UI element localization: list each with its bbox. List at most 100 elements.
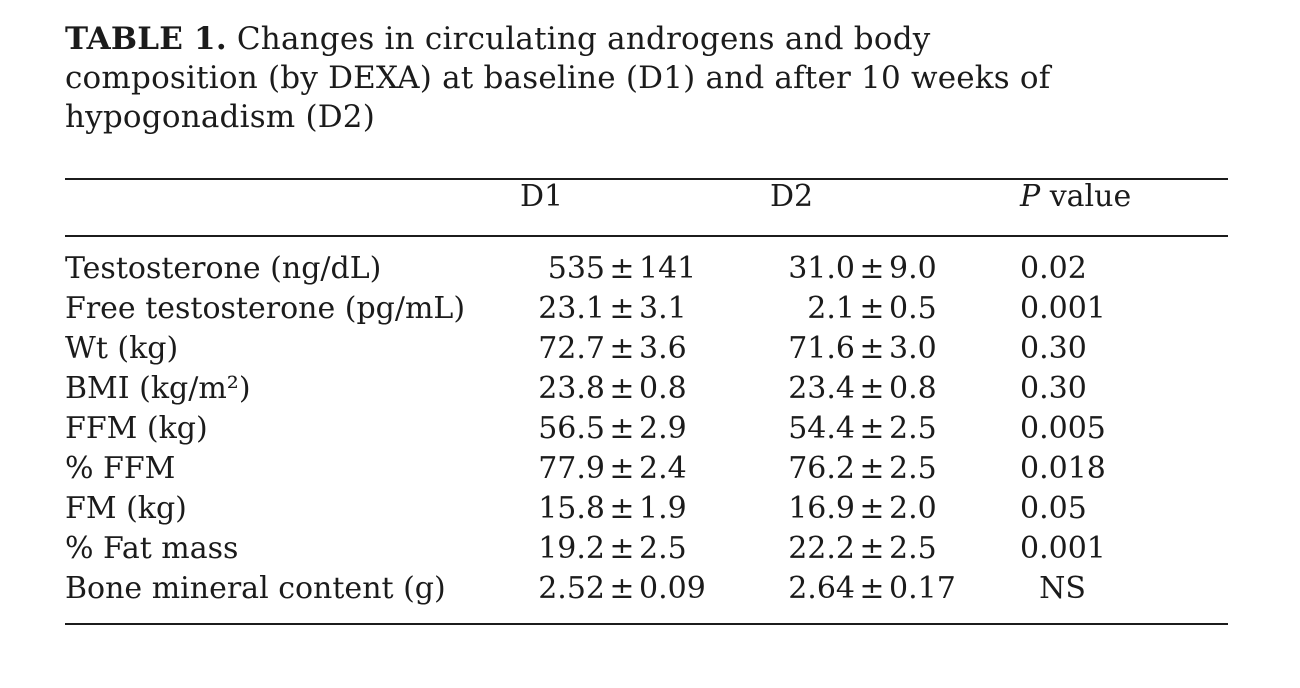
table-header: D1 D2 P value [65, 179, 1228, 237]
plus-minus-symbol: ± [609, 491, 635, 526]
d2-value: 71.6 ±3.0 [770, 331, 974, 366]
plus-minus-symbol: ± [609, 571, 635, 606]
d1-cell: 15.8 ±1.9 [520, 489, 770, 529]
d1-cell: 77.9 ±2.4 [520, 449, 770, 489]
p-value-cell: 0.001 [1020, 291, 1106, 326]
p-value-cell: NS [1020, 569, 1228, 624]
p-value-cell: 0.30 [1020, 371, 1087, 406]
table-caption: TABLE 1. Changes in circulating androgen… [65, 20, 1228, 137]
p-value-cell: 0.018 [1020, 451, 1106, 486]
table-row: Free testosterone (pg/mL) 23.1 ±3.1 2.1 ±0… [65, 289, 1228, 329]
d2-value: 16.9 ±2.0 [770, 491, 974, 526]
p-value-cell: 0.001 [1020, 531, 1106, 566]
row-label: FFM (kg) [65, 411, 208, 446]
column-header-p-value: P value [1020, 179, 1228, 237]
row-label: Wt (kg) [65, 331, 179, 366]
d2-value: 31.0 ±9.0 [770, 251, 974, 286]
d1-value: 23.8 ±0.8 [520, 371, 724, 406]
d2-value: 2.64 ±0.17 [770, 571, 974, 606]
column-header-empty [65, 179, 520, 237]
plus-minus-symbol: ± [859, 291, 885, 326]
d2-value: 76.2 ±2.5 [770, 451, 974, 486]
caption-line-1: TABLE 1. Changes in circulating androgen… [65, 20, 1228, 59]
plus-minus-symbol: ± [859, 491, 885, 526]
caption-line-3: hypogonadism (D2) [65, 99, 376, 135]
d2-cell: 2.64 ±0.17 [770, 569, 1020, 624]
p-value-text: NS [1039, 571, 1086, 606]
d1-cell: 19.2 ±2.5 [520, 529, 770, 569]
plus-minus-symbol: ± [609, 331, 635, 366]
header-row: D1 D2 P value [65, 179, 1228, 237]
row-label: Testosterone (ng/dL) [65, 251, 382, 286]
d1-value: 15.8 ±1.9 [520, 491, 724, 526]
plus-minus-symbol: ± [609, 451, 635, 486]
plus-minus-symbol: ± [609, 531, 635, 566]
table-row: % FFM 77.9 ±2.4 76.2 ±2.5 0.018 [65, 449, 1228, 489]
table-number: TABLE 1. [65, 21, 227, 57]
column-header-d1: D1 [520, 179, 770, 237]
plus-minus-symbol: ± [609, 411, 635, 446]
p-symbol: P [1020, 179, 1041, 214]
d2-cell: 71.6 ±3.0 [770, 329, 1020, 369]
d2-value: 54.4 ±2.5 [770, 411, 974, 446]
d1-cell: 535 ±141 [520, 236, 770, 289]
d1-cell: 56.5 ±2.9 [520, 409, 770, 449]
d2-value: 22.2 ±2.5 [770, 531, 974, 566]
table-body: Testosterone (ng/dL) 535 ±141 31.0 ±9.0 0.… [65, 236, 1228, 624]
table-row: FFM (kg) 56.5 ±2.9 54.4 ±2.5 0.005 [65, 409, 1228, 449]
d2-cell: 23.4 ±0.8 [770, 369, 1020, 409]
plus-minus-symbol: ± [859, 371, 885, 406]
column-header-d2: D2 [770, 179, 1020, 237]
d2-cell: 22.2 ±2.5 [770, 529, 1020, 569]
table-row: Testosterone (ng/dL) 535 ±141 31.0 ±9.0 0.… [65, 236, 1228, 289]
plus-minus-symbol: ± [859, 451, 885, 486]
caption-line-2: composition (by DEXA) at baseline (D1) a… [65, 60, 1051, 96]
p-value-cell: 0.02 [1020, 251, 1087, 286]
d1-cell: 23.8 ±0.8 [520, 369, 770, 409]
data-table: D1 D2 P value Testosterone (ng/dL) 535 ±1… [65, 178, 1228, 625]
d1-value: 23.1 ±3.1 [520, 291, 724, 326]
d2-cell: 31.0 ±9.0 [770, 236, 1020, 289]
caption-text: Changes in circulating androgens and bod… [236, 21, 931, 57]
plus-minus-symbol: ± [859, 411, 885, 446]
d2-cell: 54.4 ±2.5 [770, 409, 1020, 449]
table-row: Bone mineral content (g) 2.52 ±0.09 2.64 ±… [65, 569, 1228, 624]
plus-minus-symbol: ± [609, 371, 635, 406]
row-label: BMI (kg/m²) [65, 371, 251, 406]
row-label: % Fat mass [65, 531, 239, 566]
d2-cell: 16.9 ±2.0 [770, 489, 1020, 529]
d1-value: 56.5 ±2.9 [520, 411, 724, 446]
d1-value: 77.9 ±2.4 [520, 451, 724, 486]
row-label: Free testosterone (pg/mL) [65, 291, 466, 326]
d1-value: 535 ±141 [520, 251, 724, 286]
table-row: Wt (kg) 72.7 ±3.6 71.6 ±3.0 0.30 [65, 329, 1228, 369]
d1-cell: 72.7 ±3.6 [520, 329, 770, 369]
d2-cell: 2.1 ±0.5 [770, 289, 1020, 329]
d1-value: 72.7 ±3.6 [520, 331, 724, 366]
table-block: TABLE 1. Changes in circulating androgen… [65, 20, 1228, 625]
p-value-word: value [1040, 179, 1132, 214]
table-row: FM (kg) 15.8 ±1.9 16.9 ±2.0 0.05 [65, 489, 1228, 529]
p-value-cell: 0.005 [1020, 411, 1106, 446]
d1-cell: 23.1 ±3.1 [520, 289, 770, 329]
d1-cell: 2.52 ±0.09 [520, 569, 770, 624]
plus-minus-symbol: ± [859, 531, 885, 566]
row-label: FM (kg) [65, 491, 187, 526]
table-row: % Fat mass 19.2 ±2.5 22.2 ±2.5 0.001 [65, 529, 1228, 569]
d2-cell: 76.2 ±2.5 [770, 449, 1020, 489]
d1-value: 19.2 ±2.5 [520, 531, 724, 566]
d2-value: 23.4 ±0.8 [770, 371, 974, 406]
d1-value: 2.52 ±0.09 [520, 571, 724, 606]
plus-minus-symbol: ± [859, 251, 885, 286]
p-value-cell: 0.05 [1020, 491, 1087, 526]
table-row: BMI (kg/m²) 23.8 ±0.8 23.4 ±0.8 0.30 [65, 369, 1228, 409]
d2-value: 2.1 ±0.5 [770, 291, 974, 326]
plus-minus-symbol: ± [859, 571, 885, 606]
plus-minus-symbol: ± [609, 291, 635, 326]
p-value-cell: 0.30 [1020, 331, 1087, 366]
plus-minus-symbol: ± [859, 331, 885, 366]
plus-minus-symbol: ± [609, 251, 635, 286]
row-label: % FFM [65, 451, 176, 486]
row-label: Bone mineral content (g) [65, 571, 446, 606]
